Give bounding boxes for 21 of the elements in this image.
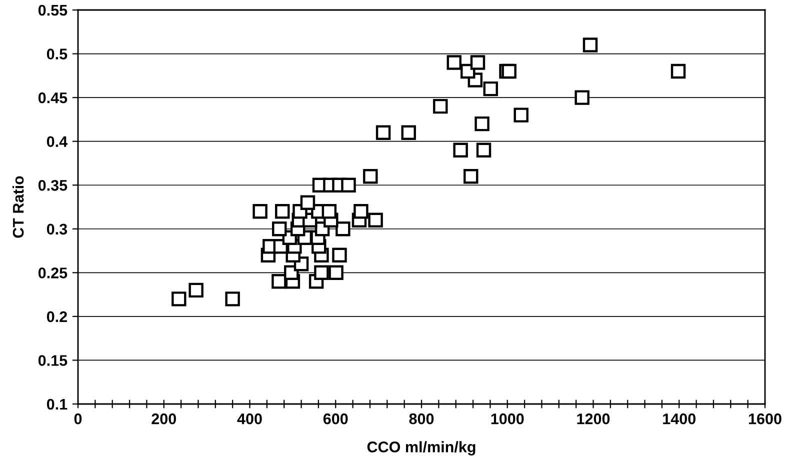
y-tick-label: 0.2 [46,311,67,322]
y-tick-label: 0.15 [38,355,68,366]
x-tick-label: 1200 [577,413,610,424]
x-tick-label: 400 [237,413,262,424]
x-axis-title: CCO ml/min/kg [367,441,476,456]
y-tick-label: 0.25 [38,268,68,278]
x-tick-label: 1000 [491,413,524,424]
y-tick-label: 0.3 [46,224,68,235]
y-tick-label: 0.35 [38,180,68,191]
y-tick-label: 0.5 [46,48,68,60]
x-tick-label: 1600 [748,413,782,424]
x-tick-label: 600 [323,413,348,424]
x-tick-label: 200 [152,413,176,424]
y-tick-label: 0.4 [46,136,68,148]
x-tick-label: 800 [409,413,434,424]
y-tick-label: 0.45 [38,92,68,104]
x-tick-label: 1400 [663,413,696,424]
y-tick-label: 0.1 [46,398,68,410]
y-axis-title: CT Ratio [12,176,24,238]
y-tick-label: 0.55 [38,4,68,16]
x-tick-label: 0 [74,413,82,424]
